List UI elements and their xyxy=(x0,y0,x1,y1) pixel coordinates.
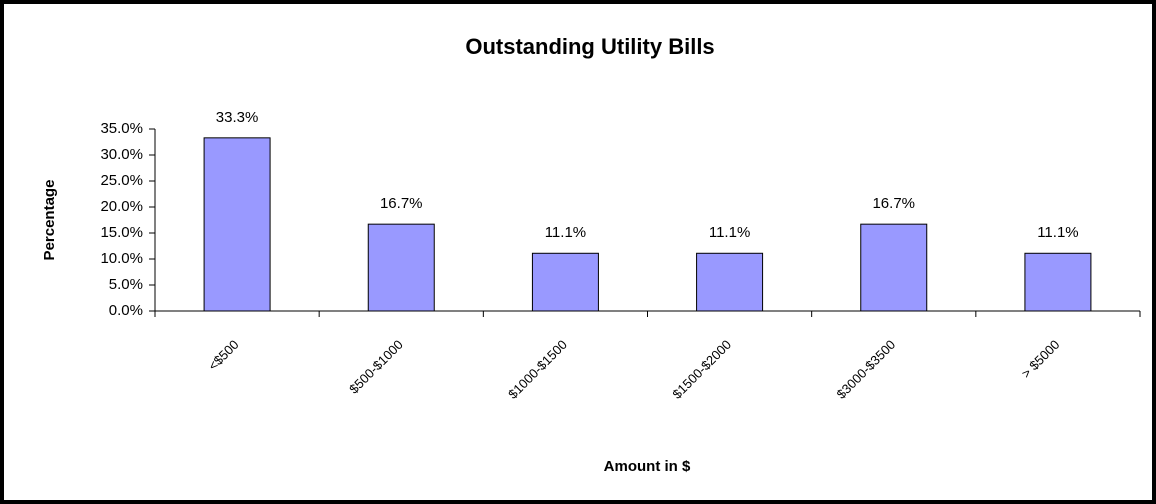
data-label: 16.7% xyxy=(380,195,423,212)
y-tick-label: 0.0% xyxy=(109,302,143,319)
bar xyxy=(367,223,435,312)
y-tick-label: 5.0% xyxy=(109,276,143,293)
y-axis-label: Percentage xyxy=(41,180,58,261)
data-label: 11.1% xyxy=(545,224,586,241)
data-label: 11.1% xyxy=(709,224,750,241)
bar xyxy=(1024,252,1092,312)
data-label: 16.7% xyxy=(872,195,915,212)
y-tick-label: 10.0% xyxy=(100,250,143,267)
bar xyxy=(531,252,599,312)
y-tick-label: 25.0% xyxy=(100,172,143,189)
y-tick-label: 35.0% xyxy=(100,120,143,137)
y-tick-label: 15.0% xyxy=(100,224,143,241)
chart-title: Outstanding Utility Bills xyxy=(465,34,714,59)
x-axis-label: Amount in $ xyxy=(604,458,691,475)
bar xyxy=(696,252,764,312)
y-tick-label: 20.0% xyxy=(100,198,143,215)
data-label: 33.3% xyxy=(216,109,259,126)
bar xyxy=(203,137,271,312)
data-label: 11.1% xyxy=(1037,224,1078,241)
bar xyxy=(860,223,928,312)
y-tick-label: 30.0% xyxy=(100,146,143,163)
